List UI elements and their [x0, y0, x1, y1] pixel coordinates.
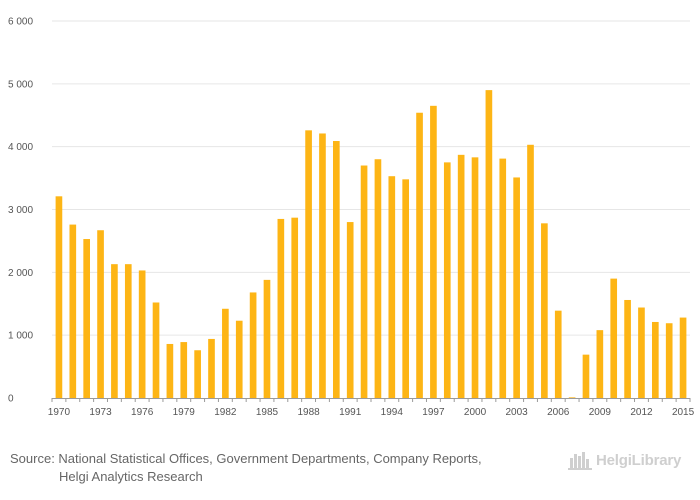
bar [166, 343, 174, 398]
bar [416, 112, 423, 398]
bar [665, 323, 673, 398]
brand-name: HelgiLibrary [596, 451, 682, 469]
bar [430, 105, 437, 398]
bar [138, 270, 146, 398]
bar [83, 239, 91, 398]
x-tick-label: 1991 [339, 407, 362, 418]
bar [541, 223, 548, 398]
bar [457, 154, 465, 398]
bar [527, 144, 534, 398]
bar [305, 130, 312, 398]
y-tick-label: 0 [8, 394, 14, 405]
bar [610, 278, 618, 398]
x-tick-label: 1985 [256, 407, 279, 418]
x-tick-label: 1997 [422, 407, 445, 418]
bar [180, 342, 188, 398]
y-tick-label: 5 000 [8, 79, 33, 90]
y-tick-label: 1 000 [8, 331, 33, 342]
helgi-library-logo: HelgiLibrary [568, 449, 681, 471]
bar [194, 350, 201, 398]
bar [111, 264, 118, 398]
x-tick-label: 2009 [589, 407, 612, 418]
bar [222, 308, 229, 398]
bar [679, 317, 687, 398]
bar [471, 157, 479, 398]
source-note: Source: National Statistical Offices, Go… [10, 450, 550, 486]
x-tick-label: 1994 [381, 407, 404, 418]
y-axis: 0 1 000 2 000 3 000 4 000 5 000 6 000 [8, 17, 33, 405]
x-tick-label: 2015 [672, 407, 695, 418]
y-tick-label: 4 000 [8, 142, 33, 153]
bar [554, 310, 562, 398]
bar [208, 338, 215, 398]
bar [513, 177, 520, 398]
bar [624, 299, 631, 398]
y-tick-label: 3 000 [8, 205, 33, 216]
bar [235, 320, 243, 398]
x-axis: 1970 1973 1976 1979 1982 1985 1988 1991 1994 1997… [48, 398, 695, 418]
bar [374, 159, 382, 398]
bar [69, 224, 77, 398]
bar [568, 397, 576, 398]
x-tick-label: 1973 [89, 407, 112, 418]
x-tick-label: 2006 [547, 407, 570, 418]
source-line-2: Helgi Analytics Research [59, 469, 203, 484]
bar [152, 302, 160, 398]
bar [263, 279, 271, 398]
bar [402, 179, 410, 398]
bar [346, 222, 354, 398]
bar [651, 321, 659, 398]
bar [291, 217, 299, 398]
bar [332, 141, 340, 399]
x-tick-label: 1976 [131, 407, 154, 418]
bars [55, 90, 687, 399]
bar [249, 292, 257, 398]
bar [582, 354, 590, 398]
bar [485, 90, 493, 398]
bar-chart: 1970 1973 1976 1979 1982 1985 1988 1991 1994 1997… [8, 17, 695, 419]
x-tick-label: 2012 [630, 407, 653, 418]
y-tick-label: 2 000 [8, 268, 33, 279]
bar [499, 158, 507, 398]
bar [388, 176, 396, 398]
bar [638, 307, 645, 398]
bar [55, 196, 63, 398]
x-tick-label: 1970 [48, 407, 71, 418]
x-tick-label: 1979 [173, 407, 196, 418]
bar [360, 165, 368, 398]
x-tick-label: 1988 [297, 407, 320, 418]
gridlines [52, 20, 690, 336]
building-icon [568, 452, 592, 470]
bar [443, 162, 451, 398]
y-tick-label: 6 000 [8, 17, 33, 28]
x-tick-label: 2000 [464, 407, 487, 418]
source-line-1: Source: National Statistical Offices, Go… [10, 451, 482, 466]
bar [97, 230, 104, 398]
bar [596, 330, 604, 398]
x-tick-label: 2003 [506, 407, 529, 418]
x-tick-label: 1982 [214, 407, 237, 418]
bar [124, 264, 132, 398]
bar [319, 133, 326, 398]
bar [277, 218, 285, 398]
